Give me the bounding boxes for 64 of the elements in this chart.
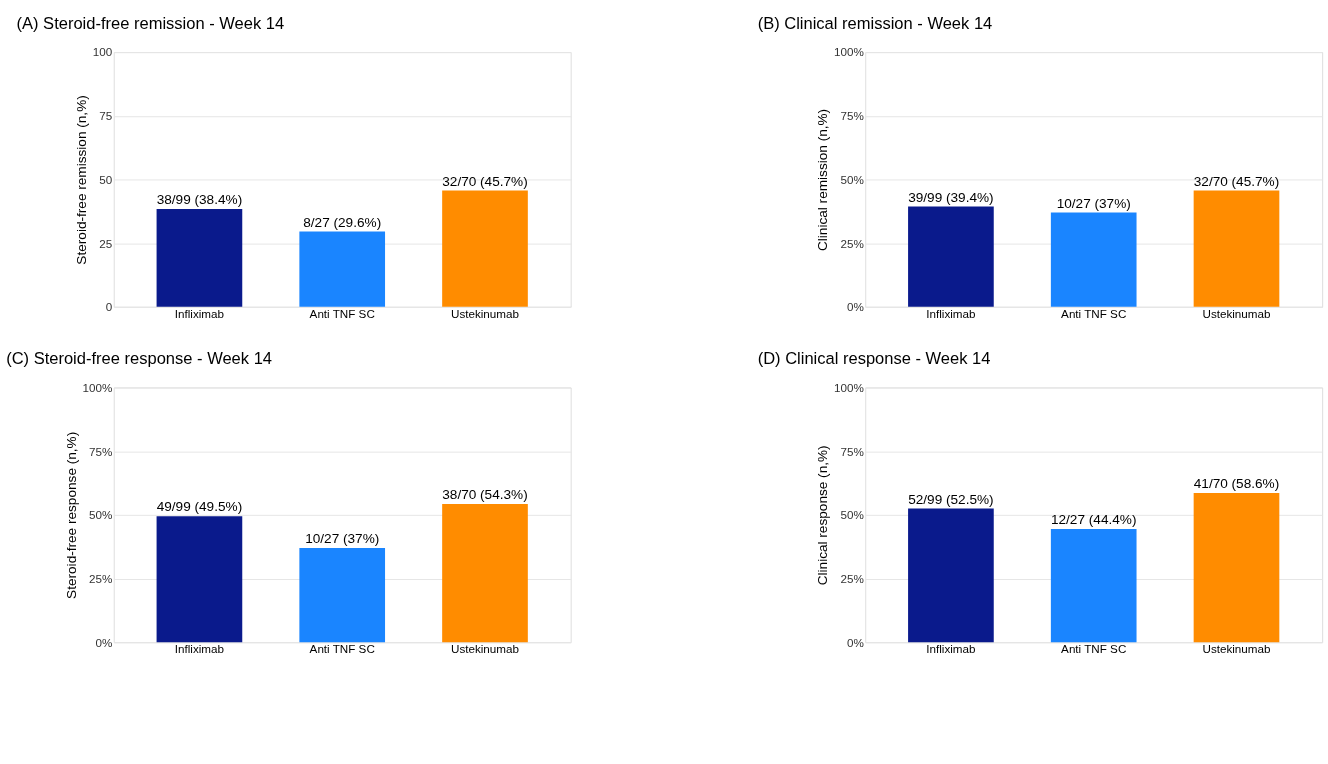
y-tick-label: 75%	[840, 109, 864, 123]
bar	[1193, 492, 1280, 643]
x-tick-label: Anti TNF SC	[1061, 642, 1127, 656]
bar	[908, 508, 994, 643]
bar	[908, 206, 994, 307]
y-tick-label: 100	[92, 45, 113, 59]
x-tick-label: Infliximab	[926, 642, 976, 656]
y-tick-label: 0	[105, 300, 113, 314]
y-tick-label: 75%	[840, 444, 864, 458]
x-tick-label: Anti TNF SC	[309, 642, 375, 656]
x-tick-label: Infliximab	[926, 306, 976, 320]
data-label: 32/70 (45.7%)	[442, 173, 528, 189]
x-tick-label: Anti TNF SC	[309, 306, 375, 320]
data-label: 41/70 (58.6%)	[1193, 476, 1280, 492]
bar	[156, 209, 243, 307]
bar	[442, 503, 528, 643]
y-tick-label: 0%	[95, 635, 113, 649]
data-label: 12/27 (44.4%)	[1050, 512, 1137, 528]
bar	[1050, 529, 1137, 643]
y-tick-label: 0%	[846, 635, 864, 649]
y-tick-label: 25	[99, 236, 113, 250]
y-tick-label: 25%	[840, 236, 864, 250]
y-tick-label: 100%	[82, 380, 113, 394]
data-label: 38/70 (54.3%)	[442, 487, 528, 503]
x-tick-label: Infliximab	[174, 642, 225, 656]
bar	[156, 516, 243, 643]
y-tick-label: 25%	[840, 571, 864, 585]
data-label: 8/27 (29.6%)	[303, 214, 382, 230]
y-axis-title: Steroid-free remission (n,%)	[74, 95, 90, 265]
y-tick-label: 25%	[88, 571, 113, 585]
chart-title: (A) Steroid-free remission - Week 14	[16, 13, 285, 33]
y-tick-label: 75%	[88, 444, 113, 458]
x-tick-label: Infliximab	[174, 306, 225, 320]
bar	[442, 190, 528, 307]
data-label: 10/27 (37%)	[305, 531, 380, 547]
y-tick-label: 50	[99, 172, 113, 186]
bar	[299, 231, 386, 307]
x-tick-label: Ustekinumab	[1202, 306, 1271, 320]
data-label: 32/70 (45.7%)	[1193, 173, 1280, 189]
bar	[1050, 212, 1137, 307]
bar	[1193, 190, 1280, 307]
chart-title: (D) Clinical response - Week 14	[757, 349, 991, 369]
y-axis-title: Clinical remission (n,%)	[815, 108, 831, 252]
y-tick-label: 50%	[840, 172, 864, 186]
data-label: 39/99 (39.4%)	[908, 189, 994, 205]
data-label: 52/99 (52.5%)	[908, 491, 994, 507]
y-tick-label: 0%	[846, 300, 864, 314]
data-label: 10/27 (37%)	[1056, 195, 1131, 211]
y-tick-label: 75	[99, 109, 113, 123]
y-tick-label: 100%	[833, 45, 864, 59]
y-tick-label: 50%	[840, 508, 864, 522]
x-tick-label: Ustekinumab	[1202, 642, 1271, 656]
y-axis-title: Clinical response (n,%)	[815, 445, 831, 586]
bar	[299, 547, 386, 643]
x-tick-label: Ustekinumab	[450, 306, 520, 320]
x-tick-label: Anti TNF SC	[1061, 306, 1127, 320]
chart-title: (B) Clinical remission - Week 14	[757, 13, 993, 33]
x-tick-label: Ustekinumab	[450, 642, 520, 656]
chart-title: (C) Steroid-free response - Week 14	[6, 349, 273, 369]
y-axis-title: Steroid-free response (n,%)	[63, 431, 79, 599]
y-tick-label: 50%	[88, 508, 113, 522]
y-tick-label: 100%	[833, 380, 864, 394]
data-label: 49/99 (49.5%)	[156, 499, 243, 515]
data-label: 38/99 (38.4%)	[156, 192, 243, 208]
